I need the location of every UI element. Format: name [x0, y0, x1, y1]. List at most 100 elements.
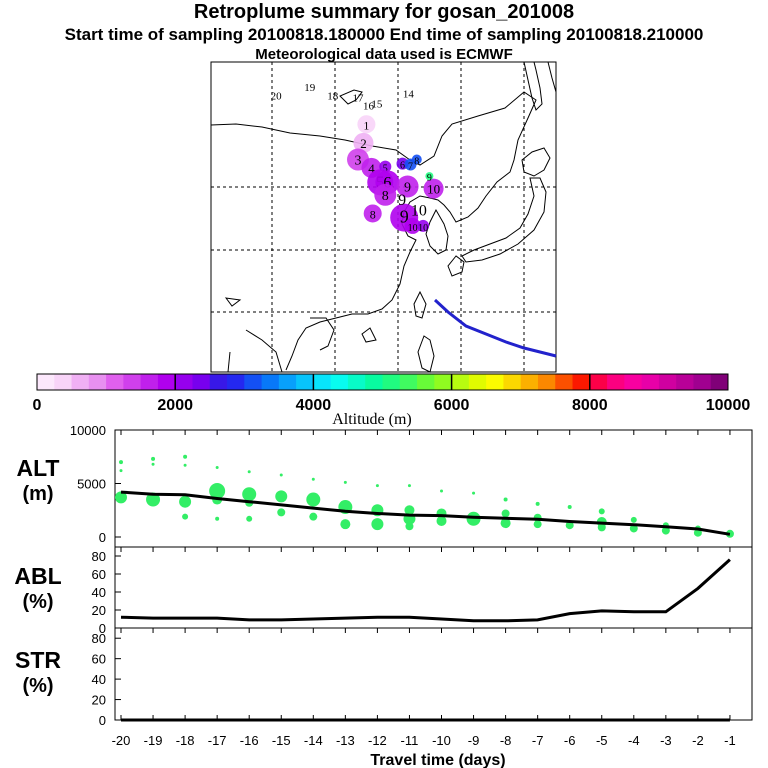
- colorbar-cell: [399, 374, 418, 390]
- colorbar-cell: [261, 374, 280, 390]
- colorbar-cell: [37, 374, 55, 390]
- colorbar-cell: [589, 374, 608, 390]
- x-tick-label: -16: [240, 733, 259, 748]
- x-tick-label: -7: [532, 733, 544, 748]
- map-day-label: 17: [353, 92, 365, 104]
- mean-track-line: [433, 298, 557, 358]
- colorbar-cell: [157, 374, 176, 390]
- alt-point: [501, 509, 510, 518]
- y-tick-label: 60: [92, 567, 106, 582]
- alt-point: [404, 505, 415, 516]
- alt-point: [179, 495, 192, 508]
- colorbar-cell: [123, 374, 142, 390]
- abl-line: [120, 558, 731, 623]
- chart-title: Retroplume summary for gosan_201008: [193, 1, 575, 23]
- colorbar-cell: [244, 374, 263, 390]
- plume-marker-label: 8: [370, 207, 376, 221]
- meteorological-data-line: Meteorological data used is ECMWF: [255, 46, 513, 63]
- x-tick-label: -11: [401, 733, 419, 748]
- plume-marker-label: 6: [383, 174, 391, 191]
- x-tick-label: -12: [368, 733, 387, 748]
- colorbar-cell: [227, 374, 245, 390]
- alt-point: [533, 520, 542, 529]
- colorbar-tick-label: 6000: [434, 397, 470, 414]
- colorbar-frame: [36, 373, 729, 391]
- plume-marker-label: 1: [363, 118, 369, 132]
- map-day-label: 15: [371, 99, 383, 111]
- alt-point: [215, 465, 219, 469]
- y-tick-label: 80: [92, 549, 106, 564]
- colorbar-cell: [417, 374, 435, 390]
- str-panel: STR (%) 0 20 40 60 80: [15, 631, 730, 728]
- plume-marker: [396, 175, 419, 198]
- colorbar-cell: [537, 374, 556, 390]
- colorbar-cell: [434, 374, 453, 390]
- alt-point: [279, 473, 283, 477]
- str-unit: (%): [22, 675, 53, 697]
- plume-marker-label: 9: [427, 173, 432, 184]
- abl-title: ABL: [14, 563, 61, 589]
- alt-point: [466, 511, 481, 526]
- x-tick-label: -6: [564, 733, 576, 748]
- colorbar-cell: [175, 374, 193, 390]
- colorbar-cell: [555, 374, 574, 390]
- colorbar-tick-label: 10000: [706, 397, 751, 414]
- colorbar-cell: [192, 374, 211, 390]
- alt-point: [405, 522, 414, 531]
- x-tick-label: -5: [596, 733, 608, 748]
- alt-point: [598, 508, 605, 515]
- colorbar-cell: [676, 374, 694, 390]
- x-tick-label: -8: [500, 733, 512, 748]
- alt-point: [242, 487, 257, 502]
- map-day-label: 18: [327, 90, 339, 102]
- sampling-time-line: Start time of sampling 20100818.180000 E…: [64, 25, 704, 44]
- x-tick-label: -10: [432, 733, 451, 748]
- time-series-panels: ALT (m) 0 5000 10000 ABL (%) 0 20 40 60 80 STR…: [14, 423, 753, 768]
- y-tick-label: 60: [92, 652, 106, 667]
- plume-marker-label: 10: [408, 223, 418, 234]
- plume-marker-label: 9: [400, 207, 409, 227]
- map-day-label: 14: [403, 88, 415, 100]
- alt-point: [182, 513, 189, 520]
- y-tick-label: 10000: [70, 423, 106, 438]
- alt-point: [119, 460, 123, 465]
- x-tick-label: -15: [272, 733, 291, 748]
- colorbar-cell: [365, 374, 383, 390]
- alt-point: [183, 454, 188, 459]
- track-label-layer: 9 10: [398, 192, 427, 219]
- colorbar-tick-label: 4000: [296, 397, 332, 414]
- plume-marker-label: 6: [400, 161, 405, 172]
- x-tick-label: -13: [336, 733, 355, 748]
- alt-point: [340, 519, 351, 530]
- alt-point: [629, 524, 638, 533]
- colorbar-cell: [658, 374, 677, 390]
- alt-point: [597, 523, 606, 532]
- alt-point: [119, 469, 123, 473]
- alt-point: [311, 477, 315, 481]
- colorbar-cell: [693, 374, 712, 390]
- x-tick-label: -1: [724, 733, 736, 748]
- y-tick-label: 20: [92, 693, 106, 708]
- x-tick-label: -19: [144, 733, 163, 748]
- colorbar-cell: [347, 374, 366, 390]
- x-axis-label: Travel time (days): [370, 752, 505, 768]
- y-tick-label: 0: [99, 621, 106, 636]
- plume-layer: 123456785689108910109: [347, 115, 444, 234]
- plume-marker-label: 10: [418, 223, 428, 234]
- y-tick-label: 20: [92, 603, 106, 618]
- x-tick-label: -9: [468, 733, 480, 748]
- y-tick-label: 80: [92, 631, 106, 646]
- plume-marker: [357, 115, 376, 134]
- colorbar-cell: [313, 374, 332, 390]
- colorbar-cell: [641, 374, 660, 390]
- plume-marker-label: 8: [382, 189, 389, 204]
- alt-point: [371, 518, 384, 531]
- plume-marker-label: 4: [368, 161, 375, 176]
- colorbar-cell: [106, 374, 124, 390]
- alt-point: [247, 470, 251, 474]
- alt-point: [500, 518, 511, 529]
- alt-point: [661, 526, 670, 535]
- x-tick-label: -18: [176, 733, 195, 748]
